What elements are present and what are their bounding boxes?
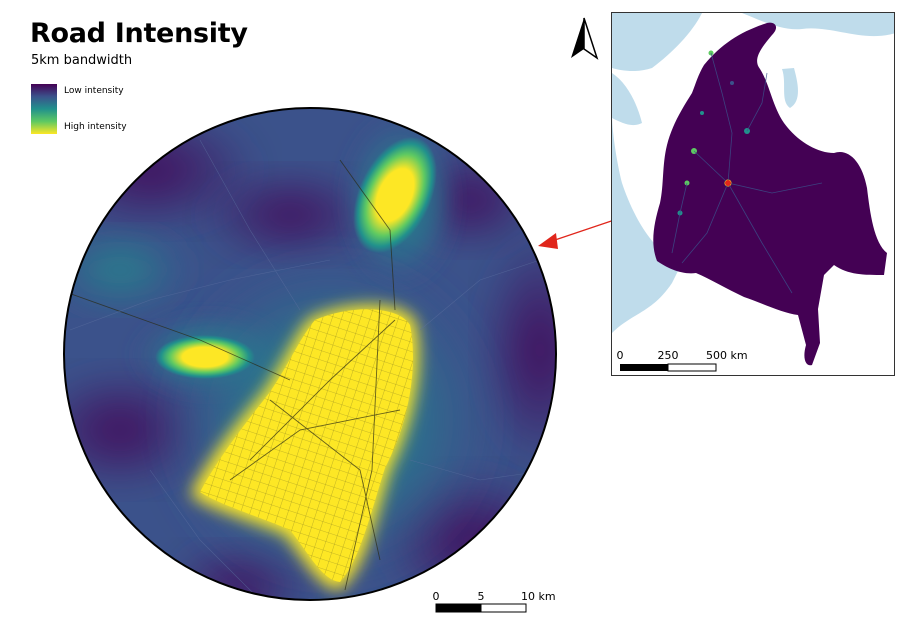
north-arrow-icon (571, 17, 599, 60)
inset-map: 0 250 500 km (611, 12, 895, 376)
inset-scale-label-0: 0 (617, 349, 624, 362)
legend-low-label: Low intensity (64, 86, 124, 96)
inset-map-canvas: 0 250 500 km (612, 13, 894, 375)
map-subtitle: 5km bandwidth (31, 53, 133, 68)
inset-location-marker (725, 180, 731, 186)
main-scale-label-0: 0 (433, 590, 440, 603)
inset-scale-label-1: 250 (658, 349, 679, 362)
map-title: Road Intensity (30, 18, 248, 49)
legend: Low intensity High intensity (31, 84, 171, 144)
inset-scale-label-2: 500 km (706, 349, 748, 362)
legend-color-ramp (31, 84, 57, 134)
pointer-arrowhead-icon (538, 233, 558, 249)
legend-high-label: High intensity (64, 122, 127, 132)
main-scale-label-1: 5 (478, 590, 485, 603)
inset-scalebar: 0 250 500 km (617, 349, 748, 372)
main-scale-label-2: 10 km (521, 590, 556, 603)
main-scalebar: 0 5 10 km (433, 590, 556, 613)
inset-country (653, 22, 887, 366)
